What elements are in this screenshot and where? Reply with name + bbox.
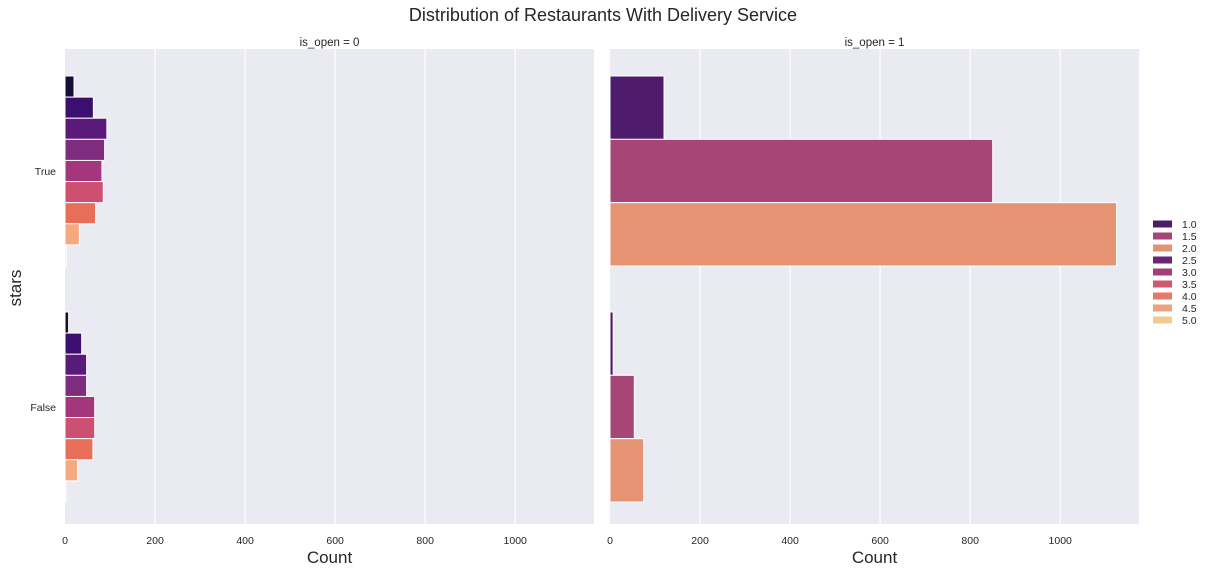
bar-0-0-0 <box>64 75 75 98</box>
y-axis-label: stars <box>6 270 25 307</box>
bar-1-0-2 <box>609 202 1117 267</box>
y-tick-label-1: False <box>30 402 56 414</box>
facet-title-1: is_open = 1 <box>845 37 905 49</box>
x-tick-label-0-1: 200 <box>146 535 164 547</box>
bar-0-0-5 <box>64 181 104 204</box>
x-tick-label-1-1: 200 <box>691 535 709 547</box>
legend-label-5: 3.5 <box>1182 279 1197 291</box>
x-tick-label-0-2: 400 <box>236 535 254 547</box>
bar-1-0-0 <box>609 75 665 140</box>
bar-1-0-1 <box>609 138 994 204</box>
bar-0-1-8 <box>64 480 67 503</box>
bar-0-1-5 <box>64 417 96 440</box>
plot-background-0 <box>65 49 594 524</box>
legend-swatch-6 <box>1153 292 1172 300</box>
legend-swatch-4 <box>1153 268 1172 276</box>
x-tick-label-0-5: 1000 <box>504 535 528 547</box>
legend-swatch-5 <box>1153 280 1172 288</box>
legend-label-1: 1.5 <box>1182 231 1197 243</box>
bar-0-0-6 <box>64 202 97 225</box>
legend-swatch-1 <box>1153 232 1172 240</box>
chart-title: Distribution of Restaurants With Deliver… <box>409 5 797 25</box>
bar-1-1-0 <box>609 311 614 376</box>
legend-swatch-8 <box>1153 316 1172 324</box>
legend-swatch-7 <box>1153 304 1172 312</box>
bar-0-0-2 <box>64 117 108 140</box>
x-axis-label-1: Count <box>852 548 898 567</box>
legend-swatch-0 <box>1153 220 1172 228</box>
bar-0-1-2 <box>64 353 88 376</box>
plot-background-1 <box>610 49 1139 524</box>
legend-swatch-2 <box>1153 244 1172 252</box>
bar-0-1-7 <box>64 459 79 482</box>
x-tick-label-0-4: 800 <box>416 535 434 547</box>
bar-0-0-3 <box>64 138 106 161</box>
legend-label-7: 4.5 <box>1182 303 1197 315</box>
bar-1-1-2 <box>609 438 645 503</box>
legend-swatch-3 <box>1153 256 1172 264</box>
bar-0-1-1 <box>64 332 83 355</box>
x-tick-label-1-4: 800 <box>961 535 979 547</box>
bar-0-1-6 <box>64 438 94 461</box>
x-tick-label-1-3: 600 <box>871 535 889 547</box>
x-tick-label-0-3: 600 <box>326 535 344 547</box>
facet-title-0: is_open = 0 <box>300 37 360 49</box>
legend-label-2: 2.0 <box>1182 243 1197 255</box>
bar-0-1-3 <box>64 374 88 397</box>
bar-0-0-8 <box>64 244 67 267</box>
x-tick-label-0-0: 0 <box>62 535 68 547</box>
legend-label-6: 4.0 <box>1182 291 1197 303</box>
bar-0-0-4 <box>64 159 103 183</box>
legend-label-8: 5.0 <box>1182 315 1197 327</box>
bar-0-0-1 <box>64 96 94 119</box>
legend-label-3: 2.5 <box>1182 255 1197 267</box>
legend-label-0: 1.0 <box>1182 219 1197 231</box>
bar-0-1-0 <box>64 311 70 334</box>
legend-label-4: 3.0 <box>1182 267 1197 279</box>
bar-1-1-1 <box>609 374 635 440</box>
x-tick-label-1-0: 0 <box>607 535 613 547</box>
bar-0-0-7 <box>64 223 80 246</box>
x-axis-label-0: Count <box>307 548 353 567</box>
y-tick-label-0: True <box>35 166 56 178</box>
x-tick-label-1-5: 1000 <box>1049 535 1073 547</box>
bar-0-1-4 <box>64 395 96 419</box>
x-tick-label-1-2: 400 <box>781 535 799 547</box>
